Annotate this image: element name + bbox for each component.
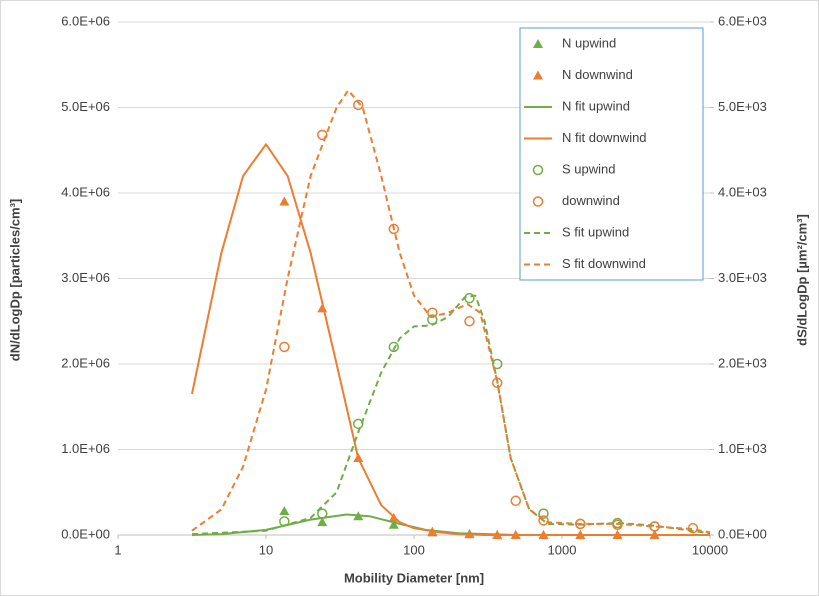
y-tick-label: 5.0E+06 bbox=[61, 99, 110, 114]
y2-tick-label: 0.0E+00 bbox=[718, 526, 767, 541]
marker-circle bbox=[279, 341, 290, 353]
x-tick-label: 1000 bbox=[548, 542, 577, 557]
x-tick-label: 1 bbox=[114, 542, 121, 557]
legend-label: S upwind bbox=[562, 161, 615, 176]
fit-line bbox=[191, 143, 710, 536]
fit-line bbox=[191, 294, 711, 536]
legend-label: downwind bbox=[562, 193, 620, 208]
marker-circle bbox=[388, 341, 400, 353]
x-tick-label: 100 bbox=[403, 542, 425, 557]
marker-circle bbox=[317, 129, 328, 141]
marker-circle bbox=[352, 418, 364, 430]
marker-circle bbox=[317, 508, 328, 519]
y2-tick-label: 6.0E+03 bbox=[718, 13, 767, 28]
y-tick-label: 1.0E+06 bbox=[61, 441, 110, 456]
y-tick-label: 3.0E+06 bbox=[61, 270, 110, 285]
marker-triangle bbox=[279, 196, 290, 206]
x-tick-label: 10000 bbox=[692, 542, 728, 557]
y2-axis-title: dS/dLogDp [µm²/cm³] bbox=[794, 214, 809, 346]
y-tick-label: 2.0E+06 bbox=[61, 355, 110, 370]
y2-tick-label: 3.0E+03 bbox=[718, 270, 767, 285]
marker-circle bbox=[464, 316, 475, 327]
marker-triangle bbox=[279, 506, 290, 516]
marker-circle bbox=[510, 495, 522, 507]
y2-tick-label: 5.0E+03 bbox=[718, 99, 767, 114]
y2-tick-label: 1.0E+03 bbox=[718, 441, 767, 456]
marker-circle bbox=[575, 518, 586, 530]
legend-label: N downwind bbox=[562, 67, 633, 82]
legend-marker bbox=[532, 196, 544, 207]
legend-label: S fit upwind bbox=[562, 224, 629, 239]
y-tick-label: 0.0E+00 bbox=[61, 526, 110, 541]
x-axis-title: Mobility Diameter [nm] bbox=[344, 570, 484, 585]
legend-label: N fit downwind bbox=[562, 130, 647, 145]
marker-triangle bbox=[388, 519, 399, 529]
legend-marker bbox=[533, 70, 543, 80]
legend: N upwind N downwind N fit upwind N fit down… bbox=[519, 27, 704, 281]
x-tick-label: 10 bbox=[259, 542, 273, 557]
marker-circle bbox=[352, 99, 364, 111]
legend-marker bbox=[532, 164, 544, 176]
marker-triangle bbox=[317, 517, 328, 527]
y2-tick-label: 4.0E+03 bbox=[718, 184, 767, 199]
legend-box bbox=[519, 27, 704, 281]
y-tick-label: 4.0E+06 bbox=[61, 184, 110, 199]
y-axis-title: dN/dLogDp [particles/cm³] bbox=[7, 199, 22, 362]
marker-circle bbox=[538, 515, 549, 526]
y-tick-label: 6.0E+06 bbox=[61, 13, 110, 28]
fit-line bbox=[191, 89, 711, 534]
y2-tick-label: 2.0E+03 bbox=[718, 355, 767, 370]
legend-label: N upwind bbox=[562, 35, 616, 50]
legend-label: N fit upwind bbox=[562, 98, 630, 113]
legend-label: S fit downwind bbox=[562, 256, 646, 271]
legend-marker bbox=[533, 39, 543, 48]
